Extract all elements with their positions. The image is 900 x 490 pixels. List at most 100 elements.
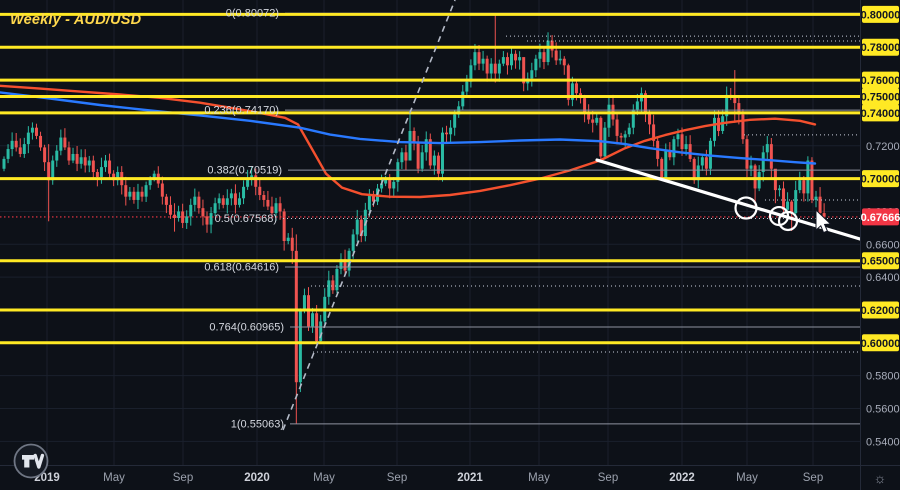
- candle-body: [189, 204, 193, 217]
- time-axis-bg[interactable]: [0, 466, 860, 490]
- candle-body: [558, 58, 562, 61]
- candle-body: [623, 134, 627, 138]
- price-badge-yellow[interactable]: [862, 38, 899, 56]
- candle-body: [233, 193, 237, 205]
- time-axis-label[interactable]: Sep: [598, 472, 618, 484]
- candle-body: [818, 196, 822, 214]
- candle-body: [550, 40, 554, 51]
- candle-body: [160, 183, 164, 197]
- time-axis-label[interactable]: 2022: [669, 472, 695, 484]
- price-badge-yellow-label[interactable]: 0.62000: [861, 305, 900, 317]
- time-axis-label[interactable]: Sep: [803, 472, 823, 484]
- candle-body: [104, 160, 107, 168]
- time-axis-label[interactable]: 2021: [457, 472, 483, 484]
- price-badge-yellow-label[interactable]: 0.78000: [861, 42, 900, 54]
- candle-body: [595, 117, 599, 123]
- candle-body: [294, 250, 298, 383]
- candle-body: [6, 149, 10, 159]
- candle-body: [335, 268, 339, 291]
- candle-body: [302, 295, 306, 310]
- horizontal-level-lines[interactable]: [0, 12, 860, 345]
- price-badge-yellow[interactable]: [862, 170, 899, 188]
- scale-settings-icon[interactable]: ☼: [874, 470, 887, 486]
- candle-body: [668, 150, 672, 158]
- candle-body: [769, 144, 773, 169]
- candle-body: [761, 152, 765, 173]
- candle-body: [250, 175, 254, 179]
- time-axis[interactable]: 2019 May Sep 2020 May Sep 2021 May Sep 2022 May Sep: [0, 465, 900, 490]
- candle-body: [209, 213, 213, 225]
- candle-body: [152, 173, 156, 179]
- price-badge-yellow-label[interactable]: 0.70000: [861, 174, 900, 186]
- time-axis-label[interactable]: May: [736, 472, 758, 484]
- candle-body: [469, 65, 473, 82]
- time-axis-label[interactable]: Sep: [387, 472, 407, 484]
- candle-body: [619, 135, 623, 138]
- price-badge-yellow-label[interactable]: 0.65000: [861, 256, 900, 268]
- candle-body: [108, 160, 112, 174]
- candle-body: [55, 150, 59, 161]
- candle-body: [481, 58, 485, 64]
- price-badge-yellow[interactable]: [862, 252, 899, 270]
- candle-body: [786, 201, 790, 210]
- dashed-trend-line[interactable]: [282, 0, 456, 431]
- candle-body: [71, 153, 75, 161]
- price-axis-bg[interactable]: [861, 0, 900, 465]
- price-badge-yellow[interactable]: [862, 88, 899, 106]
- candle-body: [688, 144, 692, 159]
- candle-body: [485, 58, 489, 74]
- price-badge-yellow[interactable]: [862, 104, 899, 122]
- highlight-circle[interactable]: [777, 210, 799, 232]
- candle-body: [75, 153, 79, 164]
- time-axis-label[interactable]: 2020: [244, 472, 270, 484]
- price-badge-yellow[interactable]: [862, 334, 899, 352]
- current-price-badge-label[interactable]: 0.67666: [861, 212, 900, 224]
- candle-body: [213, 203, 217, 214]
- time-axis-label[interactable]: May: [103, 472, 125, 484]
- candle-body: [327, 280, 331, 297]
- candle-body: [87, 160, 91, 166]
- logo-circle[interactable]: [13, 443, 49, 479]
- price-badge-yellow[interactable]: [862, 71, 899, 89]
- candle-body: [266, 199, 270, 207]
- candle-body: [225, 198, 229, 205]
- highlight-circle[interactable]: [734, 196, 758, 220]
- time-axis-label[interactable]: May: [528, 472, 550, 484]
- candle-body: [112, 173, 116, 181]
- price-badge-yellow-label[interactable]: 0.75000: [861, 92, 900, 104]
- candle-body: [461, 91, 465, 107]
- candle-body: [814, 196, 818, 200]
- red-ma-line[interactable]: [0, 84, 817, 199]
- tradingview-logo[interactable]: [13, 443, 49, 479]
- highlight-circles[interactable]: [734, 196, 799, 232]
- price-badge-yellow-label[interactable]: 0.60000: [861, 338, 900, 350]
- grid-lines: [0, 0, 860, 465]
- fib-retracement[interactable]: [283, 12, 860, 425]
- time-axis-label[interactable]: May: [313, 472, 335, 484]
- time-axis-label[interactable]: Sep: [173, 472, 193, 484]
- price-badge-yellow-label[interactable]: 0.76000: [861, 75, 900, 87]
- candle-body: [684, 144, 688, 150]
- price-badge-yellow-label[interactable]: 0.74000: [861, 108, 900, 120]
- fib-label: 0.5(0.67568): [215, 213, 277, 225]
- price-badge-yellow-label[interactable]: 0.80000: [861, 9, 900, 21]
- candle-body: [566, 65, 570, 100]
- fib-label: 0.618(0.64616): [204, 262, 279, 274]
- candle-body: [554, 50, 558, 61]
- candle-body: [733, 96, 737, 104]
- candle-body: [428, 139, 432, 166]
- price-badge-yellow[interactable]: [862, 5, 899, 23]
- price-badge-yellow[interactable]: [862, 301, 899, 319]
- current-price-badge[interactable]: [862, 208, 899, 226]
- price-axis[interactable]: 0.720000.680000.660000.640000.580000.560…: [860, 0, 900, 490]
- dashed-diagonal-line[interactable]: [282, 0, 456, 431]
- candle-body: [136, 191, 140, 200]
- candle-body: [237, 198, 241, 205]
